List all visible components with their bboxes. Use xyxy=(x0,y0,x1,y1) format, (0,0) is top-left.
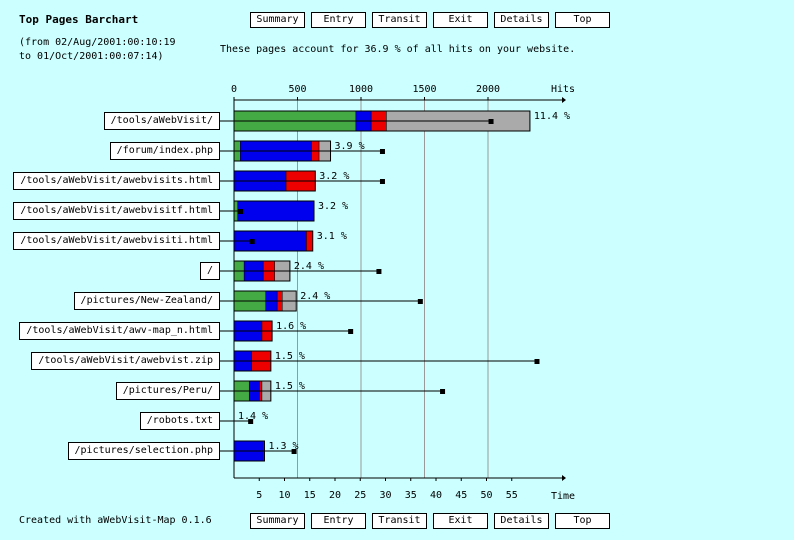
page-label[interactable]: /robots.txt xyxy=(139,412,220,430)
nav-top-button[interactable]: Top xyxy=(555,12,610,28)
period-from: (from 02/Aug/2001:00:10:19 xyxy=(19,37,176,48)
time-marker xyxy=(488,119,494,124)
page-label[interactable]: /tools/aWebVisit/awebvisits.html xyxy=(13,172,220,190)
time-marker xyxy=(249,239,255,244)
nav-summary-button[interactable]: Summary xyxy=(250,12,305,28)
time-marker xyxy=(379,149,385,154)
bottom-nav: Summary Entry Transit Exit Details Top xyxy=(250,513,610,529)
percent-label: 1.3 % xyxy=(268,441,298,452)
time-marker xyxy=(379,179,385,184)
nav-transit-button[interactable]: Transit xyxy=(372,513,427,529)
page-title: Top Pages Barchart xyxy=(19,13,139,26)
nav-entry-button[interactable]: Entry xyxy=(311,12,366,28)
page-label[interactable]: /tools/aWebVisit/ xyxy=(103,112,220,130)
nav-details-button[interactable]: Details xyxy=(494,12,549,28)
time-axis-label: Time xyxy=(551,491,575,502)
nav-transit-button[interactable]: Transit xyxy=(372,12,427,28)
period-to: to 01/Oct/2001:00:07:14) xyxy=(19,51,164,62)
time-marker xyxy=(348,329,354,334)
time-tick-label: 45 xyxy=(455,490,467,501)
time-axis-arrow xyxy=(562,475,566,481)
page-label[interactable]: /pictures/selection.php xyxy=(67,442,220,460)
nav-exit-button[interactable]: Exit xyxy=(433,513,488,529)
percent-label: 3.2 % xyxy=(319,171,349,182)
time-tick-label: 15 xyxy=(304,490,316,501)
page-label[interactable]: / xyxy=(199,262,220,280)
percent-label: 1.5 % xyxy=(275,381,305,392)
page-label[interactable]: /tools/aWebVisit/awebvisitf.html xyxy=(13,202,220,220)
nav-exit-button[interactable]: Exit xyxy=(433,12,488,28)
time-tick-label: 35 xyxy=(405,490,417,501)
percent-label: 3.9 % xyxy=(335,141,365,152)
nav-entry-button[interactable]: Entry xyxy=(311,513,366,529)
percent-label: 3.2 % xyxy=(318,201,348,212)
hits-axis-label: Hits xyxy=(551,84,575,95)
time-tick-label: 5 xyxy=(256,490,262,501)
nav-details-button[interactable]: Details xyxy=(494,513,549,529)
page-label[interactable]: /forum/index.php xyxy=(109,142,220,160)
page-label[interactable]: /pictures/New-Zealand/ xyxy=(73,292,220,310)
bar-segment-transit xyxy=(237,200,315,222)
time-marker xyxy=(291,449,297,454)
nav-summary-button[interactable]: Summary xyxy=(250,513,305,529)
hits-tick-label: 0 xyxy=(231,84,237,95)
hits-tick-label: 2000 xyxy=(476,84,500,95)
percent-label: 1.5 % xyxy=(275,351,305,362)
bar-segment-exit xyxy=(306,230,313,252)
time-tick-label: 50 xyxy=(480,490,492,501)
percent-label: 3.1 % xyxy=(317,231,347,242)
time-marker xyxy=(440,389,446,394)
page-label[interactable]: /tools/aWebVisit/awebvisiti.html xyxy=(13,232,220,250)
top-nav: Summary Entry Transit Exit Details Top xyxy=(250,12,610,28)
footer-credit: Created with aWebVisit-Map 0.1.6 xyxy=(19,515,212,526)
time-tick-label: 30 xyxy=(379,490,391,501)
page-label[interactable]: /tools/aWebVisit/awv-map_n.html xyxy=(19,322,220,340)
time-tick-label: 40 xyxy=(430,490,442,501)
time-marker xyxy=(417,299,423,304)
page-label[interactable]: /tools/aWebVisit/awebvist.zip xyxy=(31,352,220,370)
time-tick-label: 25 xyxy=(354,490,366,501)
hits-tick-label: 1500 xyxy=(412,84,436,95)
nav-top-button[interactable]: Top xyxy=(555,513,610,529)
time-marker xyxy=(376,269,382,274)
time-tick-label: 20 xyxy=(329,490,341,501)
percent-label: 2.4 % xyxy=(294,261,324,272)
percent-label: 2.4 % xyxy=(300,291,330,302)
summary-text: These pages account for 36.9 % of all hi… xyxy=(220,44,576,55)
time-tick-label: 10 xyxy=(278,490,290,501)
time-marker xyxy=(248,419,254,424)
date-range: (from 02/Aug/2001:00:10:19 to 01/Oct/200… xyxy=(19,36,176,64)
percent-label: 1.4 % xyxy=(238,411,268,422)
hits-axis-arrow xyxy=(562,97,566,103)
percent-label: 11.4 % xyxy=(534,111,570,122)
hits-tick-label: 1000 xyxy=(349,84,373,95)
hits-tick-label: 500 xyxy=(288,84,306,95)
time-marker xyxy=(534,359,540,364)
page-label[interactable]: /pictures/Peru/ xyxy=(115,382,220,400)
time-marker xyxy=(238,209,244,214)
time-tick-label: 55 xyxy=(506,490,518,501)
percent-label: 1.6 % xyxy=(276,321,306,332)
